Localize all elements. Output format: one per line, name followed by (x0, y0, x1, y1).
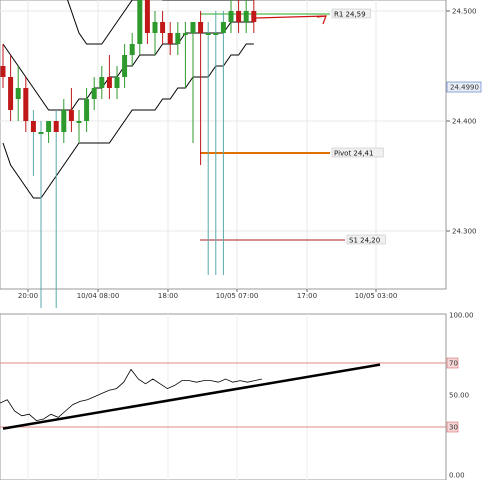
time-axis: 20:00 10/04 08:00 18:00 10/05 07:00 17:00 10/… (18, 289, 397, 300)
projection-arrow (255, 15, 327, 25)
candle-body (84, 99, 90, 121)
candle-body (220, 22, 226, 33)
oscillator-trendline (2, 363, 381, 430)
candle-body (46, 121, 52, 132)
oscillator-series-line (0, 368, 263, 422)
candle-body (99, 77, 105, 88)
candle-body (236, 11, 242, 22)
candle-body (15, 88, 21, 99)
bollinger-lower-line (2, 43, 254, 199)
time-tick-label: 10/05 03:00 (355, 292, 398, 300)
oscillator-tick-label: 0.00 (449, 472, 465, 480)
candle-body (8, 77, 14, 110)
oscillator-grid (27, 314, 308, 480)
candle-body (251, 11, 257, 22)
arrow-head (316, 15, 327, 25)
time-tick-label: 17:00 (297, 292, 317, 300)
candle-body (61, 110, 67, 132)
level-label: R1 24,59 (334, 11, 366, 19)
time-tick-label: 10/05 07:00 (216, 292, 259, 300)
oscillator-tick-label: 30 (449, 424, 458, 432)
candle-body (213, 33, 219, 35)
candle-body (30, 121, 36, 132)
price-axis: 24.500 24.400 24.300 24.4990 (446, 8, 482, 236)
candle-body (205, 33, 211, 35)
candle-body (175, 33, 181, 44)
candle-body (0, 66, 6, 77)
oscillator-reference-levels (0, 362, 446, 428)
candle-body (122, 55, 128, 77)
oscillator-tick-label: 70 (449, 360, 458, 368)
oscillator-tick-label: 100.00 (449, 312, 474, 320)
candle-body (144, 0, 150, 33)
current-price-label: 24.4990 (450, 84, 479, 92)
candle-body (160, 22, 166, 33)
level-label-box-1 (331, 147, 384, 158)
candlesticks (0, 0, 257, 308)
arrow-shaft (255, 15, 327, 19)
oscillator-tick-label: 50.00 (449, 392, 469, 400)
trendline (2, 363, 381, 430)
price-tick-label: 24.400 (452, 118, 477, 126)
candle-body (68, 110, 74, 121)
price-panel: R1 24,59 Pivot 24,41 S1 24,20 (0, 0, 447, 308)
time-tick-label: 18:00 (158, 292, 178, 300)
bollinger-middle-line (2, 21, 254, 111)
candle-body (76, 121, 82, 123)
time-tick-label: 10/04 08:00 (77, 292, 120, 300)
oscillator-line (0, 368, 263, 422)
candle-body (53, 121, 59, 132)
price-tick-label: 24.300 (452, 228, 477, 236)
oscillator-level-box (446, 357, 459, 369)
bollinger-bands (2, 0, 254, 199)
candle-body (106, 77, 112, 88)
level-label-box-0 (331, 8, 371, 19)
candle-body (91, 88, 97, 99)
oscillator-level-box (446, 421, 459, 433)
current-price-box (446, 81, 482, 93)
price-tick-label: 24.500 (452, 8, 477, 16)
candle-body (182, 33, 188, 35)
oscillator-panel (0, 313, 447, 480)
level-label: Pivot 24,41 (334, 150, 373, 158)
candle-body (243, 11, 249, 22)
candle-body (38, 132, 44, 134)
candle-body (137, 0, 143, 44)
oscillator-axis: 100.00 70 50.00 30 0.00 (446, 312, 474, 480)
candle-body (190, 22, 196, 33)
candle-body (198, 22, 204, 33)
candle-body (228, 11, 234, 22)
oscillator-panel-frame (0, 313, 447, 480)
candle-body (167, 33, 173, 44)
candle-body (129, 44, 135, 55)
level-label: S1 24,20 (349, 237, 380, 245)
level-label-box-2 (346, 234, 386, 245)
time-tick-label: 20:00 (18, 292, 38, 300)
candle-body (114, 77, 120, 88)
pivot-levels: R1 24,59 Pivot 24,41 S1 24,20 (200, 8, 386, 245)
bollinger-upper-line (67, 0, 254, 45)
candle-body (23, 88, 29, 121)
candle-body (152, 22, 158, 33)
